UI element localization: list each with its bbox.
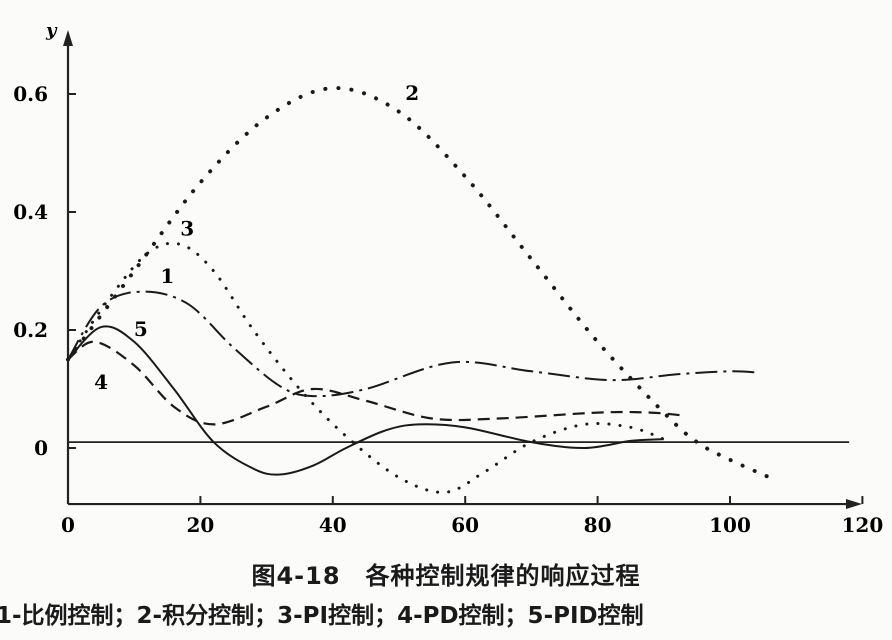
x-tick-label: 120	[842, 513, 884, 537]
y-tick-label: 0.2	[13, 318, 48, 342]
curve-label-3: 3	[180, 217, 194, 241]
y-tick-label: 0.6	[13, 82, 48, 106]
x-tick-label: 100	[709, 513, 751, 537]
x-tick-label: 20	[186, 513, 214, 537]
series-4-line	[67, 340, 684, 426]
series-3-line	[66, 241, 666, 494]
figure-caption: 图4-18 各种控制规律的响应过程	[251, 562, 641, 590]
curve-label-1: 1	[160, 264, 174, 288]
y-axis-arrow	[63, 30, 73, 46]
legend-caption: 1-比例控制；2-积分控制；3-PI控制；4-PD控制；5-PID控制	[0, 603, 644, 629]
curve-label-5: 5	[134, 317, 148, 341]
series-1-line	[67, 290, 757, 398]
y-tick-label: 0	[34, 436, 48, 460]
x-tick-label: 80	[584, 513, 612, 537]
x-axis-arrow	[846, 499, 862, 510]
x-tick-label: 0	[61, 513, 75, 537]
curve-label-4: 4	[94, 370, 108, 394]
x-tick-label: 40	[319, 513, 347, 537]
y-tick-label: 0.4	[13, 200, 48, 224]
y-axis-label: y	[45, 20, 58, 41]
series-5-line	[67, 325, 664, 476]
x-tick-label: 60	[451, 513, 479, 537]
curve-label-2: 2	[405, 81, 419, 105]
